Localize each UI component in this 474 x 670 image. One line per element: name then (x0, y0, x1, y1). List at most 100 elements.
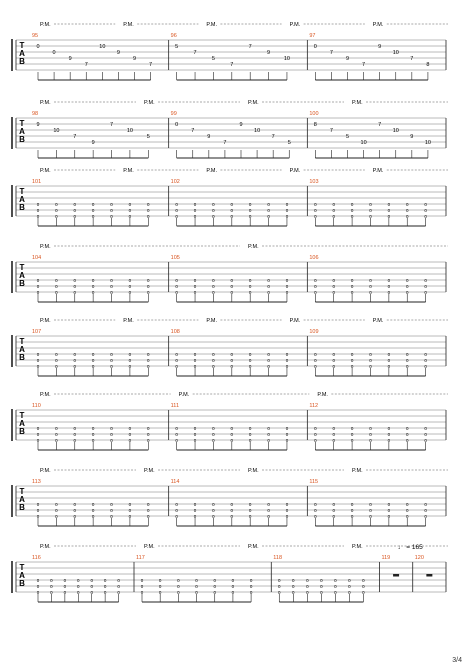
chord-fret: 0 (117, 584, 120, 589)
chord-fret: 0 (194, 278, 197, 283)
chord-fret: 0 (424, 432, 427, 437)
palm-mute-marking: P.M. (40, 318, 51, 324)
chord-fret: 0 (129, 514, 132, 519)
whole-rest (393, 574, 400, 577)
chord-fret: 0 (175, 352, 178, 357)
chord-fret: 0 (332, 358, 335, 363)
chord-fret: 0 (351, 202, 354, 207)
chord-fret: 0 (314, 438, 317, 443)
chord-fret: 0 (369, 508, 372, 513)
measure-number: 105 (171, 255, 180, 261)
tab-clef-letter: B (19, 57, 25, 66)
chord-fret: 0 (348, 590, 351, 595)
chord-fret: 0 (175, 514, 178, 519)
chord-fret: 0 (77, 584, 80, 589)
chord-fret: 0 (194, 358, 197, 363)
chord-fret: 0 (147, 514, 150, 519)
chord-fret: 0 (37, 590, 40, 595)
fret-number: 10 (127, 128, 133, 134)
palm-mute-marking: P.M. (123, 22, 134, 28)
chord-fret: 0 (147, 502, 150, 507)
fret-number: 9 (410, 134, 413, 140)
chord-fret: 0 (195, 584, 198, 589)
chord-fret: 0 (212, 208, 215, 213)
chord-fret: 0 (388, 352, 391, 357)
chord-fret: 0 (37, 352, 40, 357)
palm-mute-marking: P.M. (179, 392, 190, 398)
chord-fret: 0 (249, 502, 252, 507)
tab-clef-letter: B (19, 203, 25, 212)
fret-number: 7 (330, 128, 333, 134)
chord-fret: 0 (334, 584, 337, 589)
chord-fret: 0 (110, 208, 113, 213)
palm-mute-marking: P.M. (144, 544, 155, 550)
chord-fret: 0 (110, 502, 113, 507)
palm-mute-marking: P.M. (206, 22, 217, 28)
tab-clef-letter: T (20, 411, 25, 420)
chord-fret: 0 (129, 352, 132, 357)
chord-fret: 0 (50, 578, 53, 583)
chord-fret: 0 (267, 284, 270, 289)
chord-fret: 0 (37, 508, 40, 513)
chord-fret: 0 (147, 364, 150, 369)
chord-fret: 0 (406, 284, 409, 289)
measure-number: 118 (273, 555, 282, 561)
fret-number: 5 (147, 134, 150, 140)
chord-fret: 0 (55, 432, 58, 437)
chord-fret: 0 (314, 284, 317, 289)
chord-fret: 0 (424, 426, 427, 431)
chord-fret: 0 (177, 590, 180, 595)
chord-fret: 0 (231, 352, 234, 357)
chord-fret: 0 (332, 278, 335, 283)
chord-fret: 0 (175, 284, 178, 289)
palm-mute-marking: P.M. (40, 468, 51, 474)
palm-mute-marking: P.M. (317, 392, 328, 398)
chord-fret: 0 (55, 214, 58, 219)
chord-fret: 0 (286, 202, 289, 207)
chord-fret: 0 (424, 214, 427, 219)
chord-fret: 0 (212, 514, 215, 519)
chord-fret: 0 (267, 514, 270, 519)
chord-fret: 0 (194, 508, 197, 513)
chord-fret: 0 (90, 584, 93, 589)
fret-number: 10 (425, 140, 431, 146)
chord-fret: 0 (351, 358, 354, 363)
chord-fret: 0 (231, 432, 234, 437)
chord-fret: 0 (249, 208, 252, 213)
chord-fret: 0 (249, 214, 252, 219)
chord-fret: 0 (286, 502, 289, 507)
chord-fret: 0 (92, 438, 95, 443)
chord-fret: 0 (92, 358, 95, 363)
chord-fret: 0 (159, 578, 162, 583)
chord-fret: 0 (147, 290, 150, 295)
chord-fret: 0 (147, 278, 150, 283)
fret-number: 10 (254, 128, 260, 134)
palm-mute-marking: P.M. (352, 468, 363, 474)
measure-number: 104 (32, 255, 41, 261)
chord-fret: 0 (175, 358, 178, 363)
chord-fret: 0 (362, 578, 365, 583)
measure-number: 102 (171, 179, 180, 185)
chord-fret: 0 (388, 278, 391, 283)
chord-fret: 0 (320, 590, 323, 595)
chord-fret: 0 (406, 438, 409, 443)
chord-fret: 0 (250, 584, 253, 589)
fret-number: 7 (362, 62, 365, 68)
chord-fret: 0 (332, 432, 335, 437)
chord-fret: 0 (231, 358, 234, 363)
fret-number: 7 (73, 134, 76, 140)
palm-mute-marking: P.M. (248, 244, 259, 250)
chord-fret: 0 (406, 358, 409, 363)
chord-fret: 0 (231, 508, 234, 513)
chord-fret: 0 (74, 358, 77, 363)
chord-fret: 0 (388, 284, 391, 289)
tab-clef-letter: B (19, 279, 25, 288)
tab-clef-letter: T (20, 41, 25, 50)
chord-fret: 0 (388, 214, 391, 219)
chord-fret: 0 (249, 278, 252, 283)
measure-number: 101 (32, 179, 41, 185)
chord-fret: 0 (249, 426, 252, 431)
chord-fret: 0 (351, 432, 354, 437)
fret-number: 9 (69, 56, 72, 62)
chord-fret: 0 (50, 590, 53, 595)
